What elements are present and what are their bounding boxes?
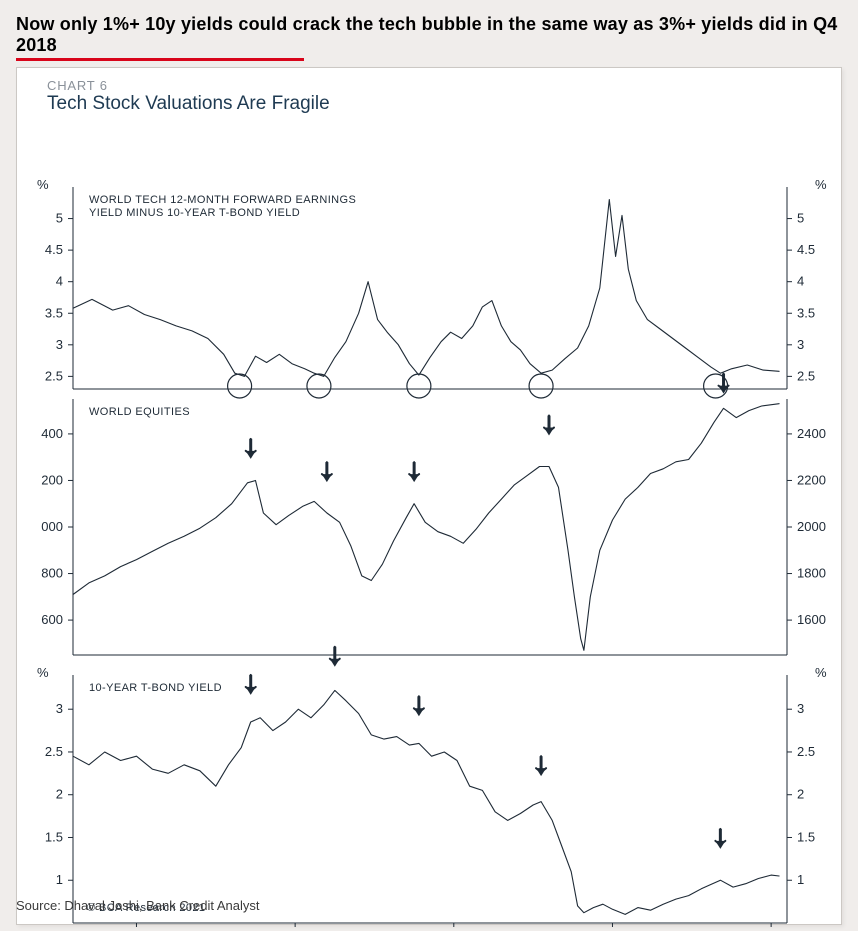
svg-text:3.5: 3.5: [45, 305, 63, 320]
source-line: Source: Dhaval Joshi, Bank Credit Analys…: [16, 898, 260, 913]
svg-text:1600: 1600: [797, 612, 826, 627]
svg-text:4: 4: [797, 274, 804, 289]
svg-text:3.5: 3.5: [797, 305, 815, 320]
svg-text:1: 1: [797, 872, 804, 887]
svg-text:%: %: [37, 665, 49, 680]
svg-text:WORLD EQUITIES: WORLD EQUITIES: [89, 406, 190, 418]
svg-text:4.5: 4.5: [45, 242, 63, 257]
svg-text:2400: 2400: [797, 426, 826, 441]
svg-text:3: 3: [797, 337, 804, 352]
svg-text:3: 3: [56, 701, 63, 716]
chart-card: CHART 6 Tech Stock Valuations Are Fragil…: [16, 67, 842, 925]
svg-text:2.5: 2.5: [797, 368, 815, 383]
svg-text:1800: 1800: [797, 566, 826, 581]
svg-text:1.5: 1.5: [45, 829, 63, 844]
svg-text:4.5: 4.5: [797, 242, 815, 257]
multi-panel-chart: 2.5 2.5 3 3 3.5 3.5 4 4 4.5 4.5 5 5%% WORLD TECH 12-…: [17, 115, 843, 927]
chart-title: Tech Stock Valuations Are Fragile: [47, 93, 841, 115]
svg-text:2.5: 2.5: [45, 744, 63, 759]
svg-text:1: 1: [56, 872, 63, 887]
svg-text:1.5: 1.5: [797, 829, 815, 844]
svg-text:2.5: 2.5: [45, 368, 63, 383]
svg-text:800: 800: [41, 566, 63, 581]
svg-text:2: 2: [797, 787, 804, 802]
svg-text:YIELD MINUS 10-YEAR T-BOND YIE: YIELD MINUS 10-YEAR T-BOND YIELD: [89, 207, 300, 219]
svg-text:600: 600: [41, 612, 63, 627]
headline-underline: [16, 58, 304, 61]
svg-text:3: 3: [56, 337, 63, 352]
svg-text:%: %: [815, 665, 827, 680]
headline: Now only 1%+ 10y yields could crack the …: [16, 14, 842, 56]
chart-tag: CHART 6: [47, 78, 841, 93]
svg-text:2.5: 2.5: [797, 744, 815, 759]
svg-text:5: 5: [797, 211, 804, 226]
svg-text:%: %: [37, 177, 49, 192]
svg-text:400: 400: [41, 426, 63, 441]
svg-text:WORLD TECH 12-MONTH FORWARD EA: WORLD TECH 12-MONTH FORWARD EARNINGS: [89, 194, 356, 206]
svg-text:200: 200: [41, 472, 63, 487]
svg-text:2000: 2000: [797, 519, 826, 534]
svg-text:000: 000: [41, 519, 63, 534]
svg-text:4: 4: [56, 274, 63, 289]
svg-text:5: 5: [56, 211, 63, 226]
svg-text:%: %: [815, 177, 827, 192]
svg-text:10-YEAR T-BOND YIELD: 10-YEAR T-BOND YIELD: [89, 682, 222, 694]
svg-text:2200: 2200: [797, 472, 826, 487]
svg-text:2: 2: [56, 787, 63, 802]
svg-text:3: 3: [797, 701, 804, 716]
